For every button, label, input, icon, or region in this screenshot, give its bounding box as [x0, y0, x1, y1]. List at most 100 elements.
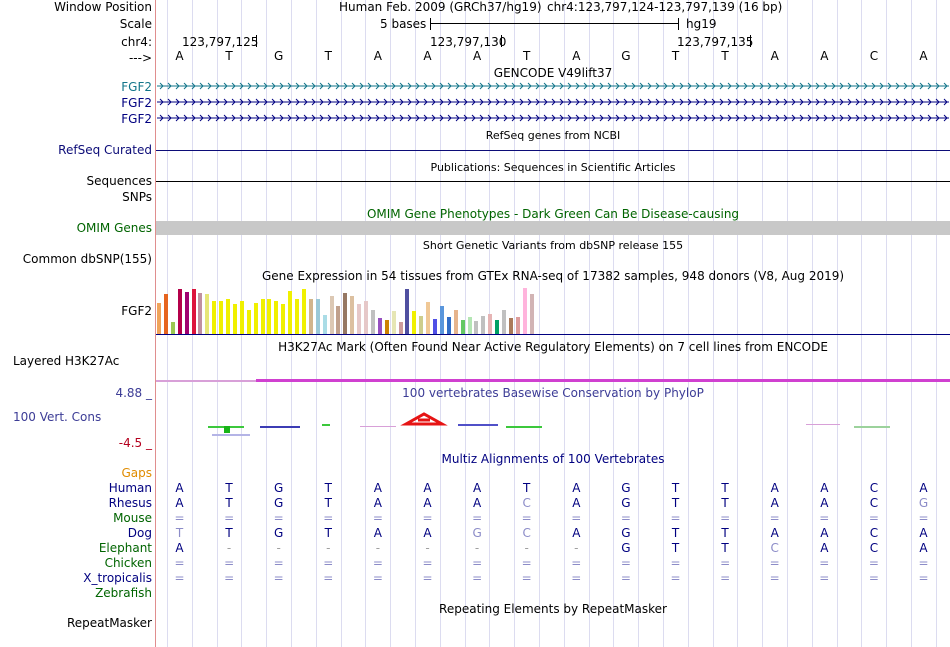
gaps-label[interactable]: Gaps — [121, 466, 152, 480]
gtex-tissue-bar[interactable] — [398, 322, 403, 334]
alignment-base: A — [820, 526, 829, 540]
species-label-human[interactable]: Human — [108, 481, 152, 495]
species-label-chicken[interactable]: Chicken — [104, 556, 152, 570]
gtex-tissue-bar[interactable] — [219, 301, 224, 334]
gtex-tissue-bar[interactable] — [350, 296, 355, 334]
gencode-transcript-3[interactable] — [157, 114, 949, 122]
snps-label[interactable]: SNPs — [122, 190, 152, 204]
gridline — [911, 0, 912, 647]
gtex-tissue-bar[interactable] — [260, 299, 265, 334]
strand-arrow — [663, 82, 668, 90]
gtex-tissue-bar[interactable] — [157, 303, 161, 334]
gtex-tissue-bar[interactable] — [212, 301, 217, 334]
gtex-tissue-bar[interactable] — [191, 289, 196, 334]
gtex-tissue-bar[interactable] — [488, 314, 493, 334]
species-label-zebrafish[interactable]: Zebrafish — [95, 586, 152, 600]
strand-arrow — [255, 82, 260, 90]
gtex-tissue-bar[interactable] — [515, 317, 520, 334]
alignment-base: - — [474, 541, 480, 555]
phylop-label[interactable]: 100 Vert. Cons — [13, 410, 102, 424]
gtex-tissue-bar[interactable] — [295, 299, 299, 334]
gtex-tissue-bar[interactable] — [253, 303, 258, 334]
dbsnp-label[interactable]: Common dbSNP(155) — [22, 252, 152, 266]
gtex-tissue-bar[interactable] — [315, 299, 320, 334]
gtex-tissue-bar[interactable] — [412, 311, 417, 334]
gtex-tissue-bar[interactable] — [439, 306, 444, 334]
gtex-tissue-bar[interactable] — [246, 310, 251, 334]
gridline — [588, 0, 590, 647]
h3k27ac-signal[interactable] — [256, 379, 950, 382]
species-label-x_tropicalis[interactable]: X_tropicalis — [83, 571, 152, 585]
gtex-tissue-bar[interactable] — [460, 320, 465, 334]
gtex-tissue-bar[interactable] — [329, 296, 334, 334]
gtex-tissue-bar[interactable] — [357, 304, 362, 334]
species-label-dog[interactable]: Dog — [127, 526, 152, 540]
gtex-tissue-bar[interactable] — [391, 311, 396, 334]
gtex-tissue-bar[interactable] — [453, 310, 458, 334]
h3k27ac-label[interactable]: Layered H3K27Ac — [13, 354, 120, 368]
gtex-tissue-bar[interactable] — [384, 320, 389, 334]
gtex-tissue-bar[interactable] — [177, 289, 182, 334]
gencode-label-fgf2-3[interactable]: FGF2 — [121, 112, 152, 126]
gtex-tissue-bar[interactable] — [405, 289, 410, 334]
gtex-tissue-bar[interactable] — [508, 318, 513, 334]
repeatmasker-label[interactable]: RepeatMasker — [66, 616, 152, 630]
window-position[interactable]: chr4:123,797,124-123,797,139 (16 bp) — [547, 0, 783, 14]
gtex-tissue-bar[interactable] — [232, 304, 237, 334]
gtex-tissue-bar[interactable] — [495, 320, 500, 334]
gencode-label-fgf2-2[interactable]: FGF2 — [121, 96, 152, 110]
gencode-transcript-2[interactable] — [157, 98, 949, 106]
sequences-label[interactable]: Sequences — [86, 174, 152, 188]
gtex-tissue-bar[interactable] — [281, 304, 286, 334]
gtex-tissue-bar[interactable] — [322, 315, 327, 334]
gtex-tissue-bar[interactable] — [446, 317, 451, 334]
gtex-label[interactable]: FGF2 — [121, 304, 152, 318]
gtex-barchart[interactable] — [157, 284, 537, 334]
gtex-tissue-bar[interactable] — [239, 301, 244, 334]
gtex-tissue-bar[interactable] — [267, 299, 272, 334]
gtex-tissue-bar[interactable] — [419, 316, 424, 334]
gtex-tissue-bar[interactable] — [481, 316, 486, 334]
gtex-tissue-bar[interactable] — [502, 310, 506, 334]
gtex-tissue-bar[interactable] — [426, 302, 431, 334]
strand-arrow — [535, 82, 540, 90]
gtex-tissue-bar[interactable] — [301, 289, 306, 334]
omim-feature[interactable] — [156, 221, 950, 235]
gtex-tissue-bar[interactable] — [370, 310, 375, 334]
phylop-plot[interactable] — [156, 408, 950, 440]
gtex-tissue-bar[interactable] — [288, 291, 293, 334]
gtex-tissue-bar[interactable] — [433, 319, 437, 334]
strand-arrow — [711, 114, 716, 122]
refseq-gene-line[interactable] — [156, 150, 950, 151]
gtex-tissue-bar[interactable] — [467, 317, 472, 334]
gtex-tissue-bar[interactable] — [274, 301, 279, 334]
gtex-tissue-bar[interactable] — [184, 292, 189, 334]
gtex-tissue-bar[interactable] — [226, 299, 230, 334]
gtex-tissue-bar[interactable] — [198, 293, 203, 334]
species-label-mouse[interactable]: Mouse — [113, 511, 152, 525]
omim-label[interactable]: OMIM Genes — [76, 221, 152, 235]
alignment-base: = — [670, 556, 681, 570]
refseq-label[interactable]: RefSeq Curated — [58, 143, 152, 157]
gtex-tissue-bar[interactable] — [529, 294, 534, 334]
gtex-tissue-bar[interactable] — [163, 294, 168, 334]
gtex-tissue-bar[interactable] — [364, 301, 368, 334]
strand-arrow — [519, 114, 524, 122]
gtex-tissue-bar[interactable] — [343, 293, 348, 334]
strand-arrow — [359, 114, 364, 122]
species-label-rhesus[interactable]: Rhesus — [108, 496, 152, 510]
gencode-label-fgf2-1[interactable]: FGF2 — [121, 80, 152, 94]
gtex-tissue-bar[interactable] — [308, 299, 313, 334]
species-label-elephant[interactable]: Elephant — [98, 541, 152, 555]
gtex-tissue-bar[interactable] — [205, 294, 210, 334]
strand-arrow — [751, 114, 756, 122]
strand-arrow — [839, 98, 844, 106]
gencode-transcript-1[interactable] — [157, 82, 949, 90]
gtex-tissue-bar[interactable] — [336, 306, 341, 334]
gtex-tissue-bar[interactable] — [474, 321, 479, 334]
gtex-tissue-bar[interactable] — [377, 318, 382, 334]
sequences-line[interactable] — [156, 181, 950, 182]
gtex-tissue-bar[interactable] — [170, 322, 175, 334]
gtex-tissue-bar[interactable] — [522, 288, 527, 334]
